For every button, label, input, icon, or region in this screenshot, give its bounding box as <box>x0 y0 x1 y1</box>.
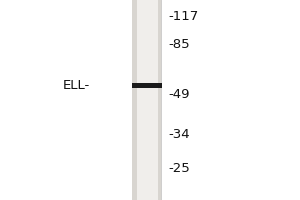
Text: -49: -49 <box>168 88 190 100</box>
Text: -25: -25 <box>168 162 190 174</box>
Bar <box>132 0 162 200</box>
Text: ELL-: ELL- <box>63 79 90 92</box>
Bar <box>136 0 158 200</box>
Text: -34: -34 <box>168 128 190 141</box>
Text: -117: -117 <box>168 9 198 22</box>
Bar <box>132 82 162 88</box>
Text: -85: -85 <box>168 38 190 50</box>
